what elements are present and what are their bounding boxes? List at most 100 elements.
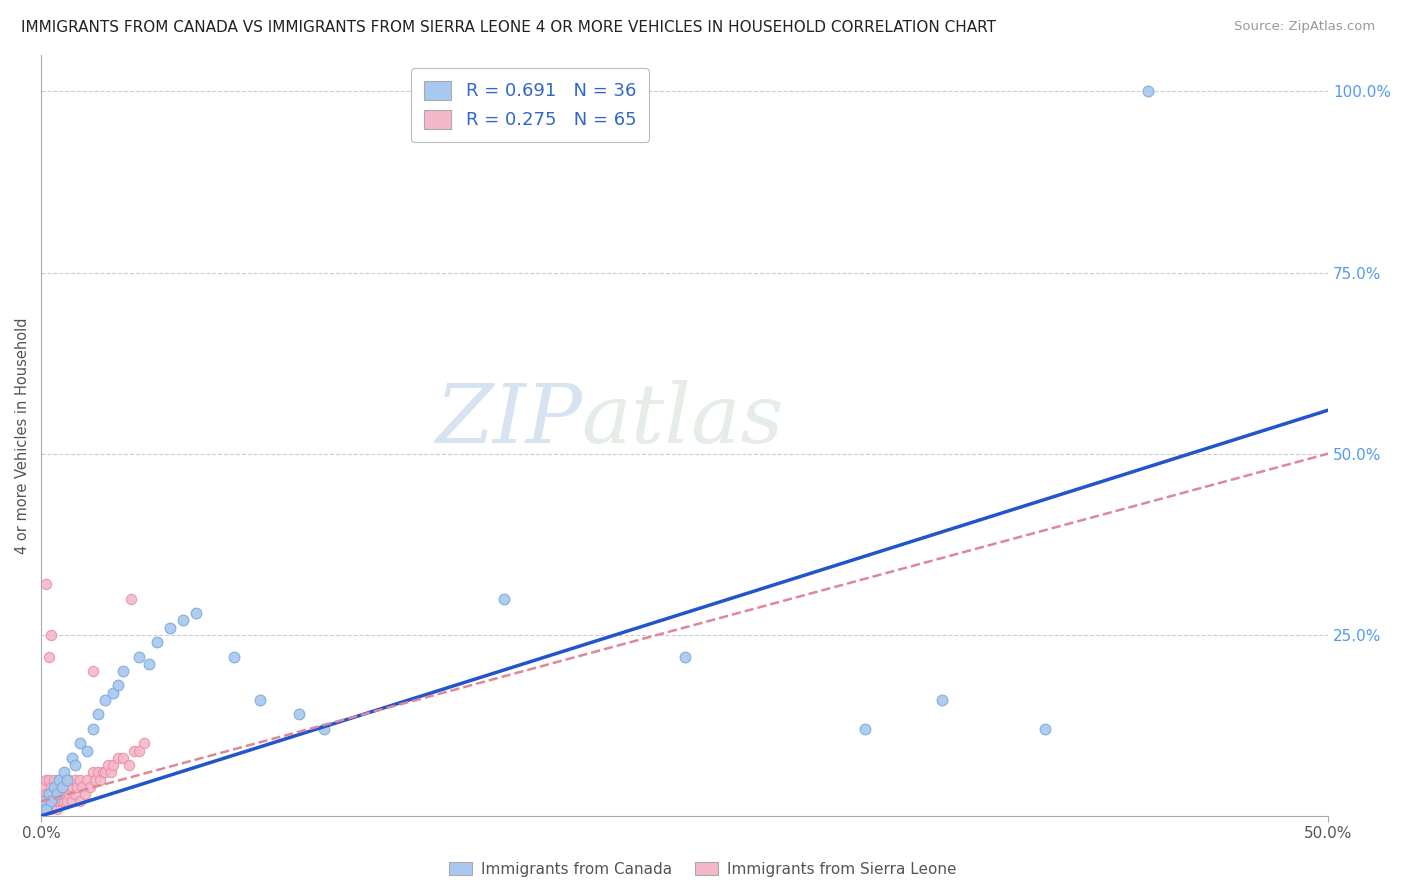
Point (97, 758, 120, 772)
Point (41, 628, 63, 642)
Point (35, 577, 58, 591)
Point (51, 780, 73, 794)
Point (120, 591, 142, 606)
Point (249, 693, 271, 707)
Point (32, 780, 55, 794)
Point (72, 780, 94, 794)
Point (76, 744, 98, 758)
Point (224, 649, 246, 664)
Point (38, 794, 60, 808)
Point (56, 780, 79, 794)
Point (79, 780, 101, 794)
Point (45, 787, 67, 801)
Point (63, 787, 86, 801)
Point (38, 787, 60, 801)
Point (42, 794, 65, 808)
Point (42, 787, 65, 801)
Point (100, 765, 122, 780)
Point (58, 772, 80, 787)
Point (63, 772, 86, 787)
Point (1136, 84, 1159, 98)
Point (35, 772, 58, 787)
Point (82, 722, 104, 736)
Point (94, 693, 117, 707)
Point (314, 722, 336, 736)
Point (51, 780, 73, 794)
Point (69, 772, 91, 787)
Point (138, 657, 160, 671)
Point (91, 765, 114, 780)
Point (82, 765, 104, 780)
Point (38, 787, 60, 801)
Point (117, 758, 139, 772)
Point (87, 707, 110, 722)
Point (76, 772, 98, 787)
Point (122, 744, 145, 758)
Point (51, 787, 73, 801)
Point (128, 649, 150, 664)
Point (45, 794, 67, 808)
Text: atlas: atlas (582, 380, 785, 460)
Point (73, 787, 96, 801)
Point (45, 780, 67, 794)
Point (66, 780, 89, 794)
Point (45, 787, 67, 801)
Point (128, 744, 150, 758)
Point (53, 765, 76, 780)
Point (41, 787, 63, 801)
Point (53, 794, 76, 808)
Point (82, 664, 104, 678)
Point (1033, 722, 1056, 736)
Point (172, 613, 194, 627)
Point (931, 693, 953, 707)
Point (103, 758, 125, 772)
Legend: Immigrants from Canada, Immigrants from Sierra Leone: Immigrants from Canada, Immigrants from … (441, 854, 965, 884)
Point (132, 736, 155, 750)
Point (35, 802, 58, 816)
Point (94, 765, 117, 780)
Point (32, 787, 55, 801)
Point (38, 802, 60, 816)
Point (60, 780, 83, 794)
Point (53, 787, 76, 801)
Point (56, 794, 79, 808)
Point (112, 664, 135, 678)
Point (69, 736, 91, 750)
Text: Source: ZipAtlas.com: Source: ZipAtlas.com (1234, 20, 1375, 33)
Point (42, 780, 65, 794)
Point (32, 802, 55, 816)
Point (51, 794, 73, 808)
Point (32, 794, 55, 808)
Point (35, 787, 58, 801)
Point (159, 621, 181, 635)
Point (287, 707, 309, 722)
Point (84, 772, 107, 787)
Point (184, 606, 207, 620)
Point (38, 772, 60, 787)
Point (112, 751, 135, 765)
Point (494, 591, 516, 606)
Point (56, 772, 79, 787)
Point (48, 780, 70, 794)
Point (31, 794, 53, 808)
Point (673, 649, 696, 664)
Point (42, 772, 65, 787)
Y-axis label: 4 or more Vehicles in Household: 4 or more Vehicles in Household (15, 318, 30, 554)
Point (41, 780, 63, 794)
Point (146, 635, 169, 649)
Point (69, 794, 91, 808)
Point (48, 794, 70, 808)
Point (48, 772, 70, 787)
Point (107, 678, 129, 692)
Point (103, 686, 125, 700)
Text: ZIP: ZIP (434, 380, 582, 460)
Point (60, 751, 83, 765)
Point (87, 765, 110, 780)
Point (45, 802, 67, 816)
Point (48, 772, 70, 787)
Point (58, 787, 80, 801)
Point (38, 649, 60, 664)
Point (89, 772, 111, 787)
Point (53, 772, 76, 787)
Point (41, 802, 63, 816)
